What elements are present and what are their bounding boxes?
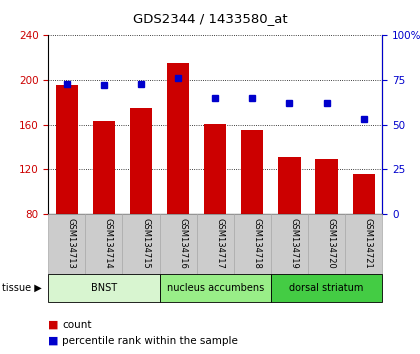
Bar (241, 130, 263, 214)
Text: GDS2344 / 1433580_at: GDS2344 / 1433580_at (133, 12, 287, 25)
Bar (352, 174, 375, 214)
Text: BNST: BNST (91, 283, 117, 293)
Bar (93, 121, 115, 214)
Bar (315, 159, 338, 214)
Bar (160, 214, 197, 274)
Text: nucleus accumbens: nucleus accumbens (167, 283, 264, 293)
Text: GSM134714: GSM134714 (104, 218, 113, 269)
Bar (271, 274, 382, 302)
Bar (204, 124, 226, 214)
Text: ■: ■ (48, 320, 59, 330)
Bar (197, 214, 234, 274)
Text: count: count (62, 320, 92, 330)
Bar (271, 214, 308, 274)
Text: GSM134713: GSM134713 (67, 218, 76, 269)
Text: GSM134720: GSM134720 (327, 218, 336, 269)
Text: GSM134719: GSM134719 (289, 218, 299, 269)
Bar (308, 214, 345, 274)
Bar (130, 108, 152, 214)
Text: percentile rank within the sample: percentile rank within the sample (62, 336, 238, 346)
Text: GSM134715: GSM134715 (141, 218, 150, 269)
Bar (85, 214, 123, 274)
Bar (56, 85, 78, 214)
Text: GSM134717: GSM134717 (215, 218, 224, 269)
Bar (278, 157, 301, 214)
Text: ■: ■ (48, 336, 59, 346)
Bar (167, 63, 189, 214)
Text: GSM134716: GSM134716 (178, 218, 187, 269)
Bar (345, 214, 382, 274)
Text: GSM134718: GSM134718 (252, 218, 261, 269)
Text: tissue ▶: tissue ▶ (2, 283, 42, 293)
Bar (234, 214, 271, 274)
Bar (160, 274, 271, 302)
Text: dorsal striatum: dorsal striatum (289, 283, 364, 293)
Bar (123, 214, 160, 274)
Bar (48, 274, 160, 302)
Text: GSM134721: GSM134721 (364, 218, 373, 269)
Bar (48, 214, 85, 274)
